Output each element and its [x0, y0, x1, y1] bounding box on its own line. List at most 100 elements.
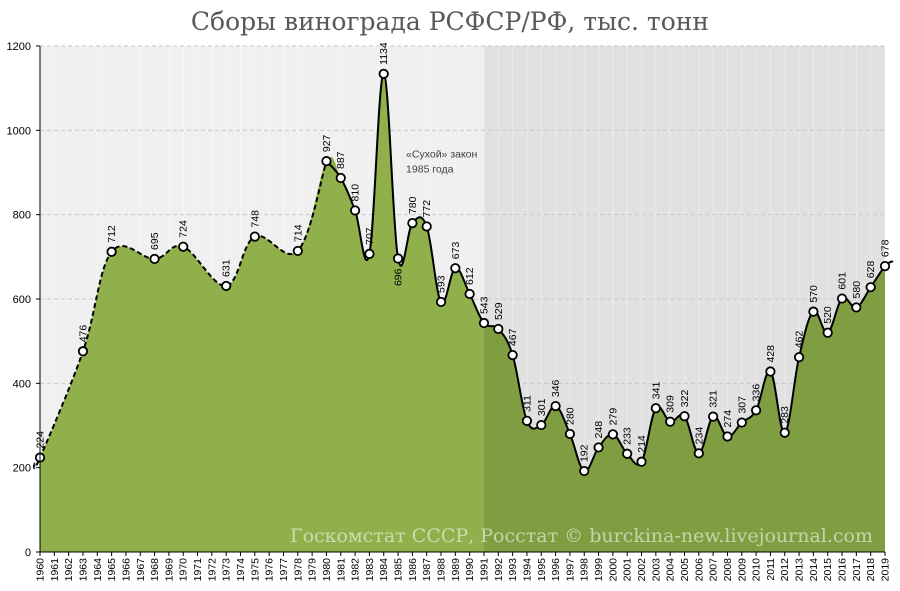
x-tick-label: 2016 — [837, 558, 849, 582]
data-label: 580 — [851, 281, 863, 299]
data-point — [536, 419, 547, 431]
x-tick-label: 1966 — [120, 558, 132, 582]
data-point — [292, 245, 303, 257]
data-label: 780 — [407, 196, 419, 214]
data-point — [879, 261, 891, 272]
data-label: 322 — [679, 390, 691, 408]
data-label: 234 — [693, 427, 705, 445]
data-label: 280 — [564, 407, 576, 425]
x-tick-label: 1992 — [493, 558, 505, 582]
x-tick-label: 1971 — [192, 558, 204, 582]
data-label: 248 — [593, 421, 605, 439]
x-tick-label: 1967 — [135, 558, 147, 582]
data-point — [335, 172, 346, 184]
x-tick-label: 1975 — [249, 558, 261, 582]
data-point — [665, 416, 676, 427]
x-tick-label: 2012 — [779, 558, 791, 582]
data-label: 462 — [794, 331, 806, 349]
x-tick-label: 1978 — [292, 558, 304, 582]
x-tick-label: 1999 — [593, 558, 605, 582]
data-point — [550, 401, 561, 412]
x-tick-label: 1969 — [163, 558, 175, 582]
x-tick-label: 1974 — [235, 558, 247, 582]
x-tick-label: 1986 — [407, 558, 419, 582]
x-tick-label: 1963 — [77, 558, 89, 582]
x-tick-label: 1973 — [221, 558, 233, 582]
data-point — [622, 448, 633, 459]
data-point — [521, 415, 533, 426]
data-label: 274 — [722, 410, 734, 428]
data-label: 714 — [292, 224, 304, 242]
data-label: 214 — [636, 435, 648, 453]
annotation-text: 1985 года — [406, 163, 454, 175]
x-tick-label: 2006 — [693, 558, 705, 582]
x-tick-label: 2013 — [794, 558, 806, 582]
annotation-text: «Сухой» закон — [406, 148, 477, 160]
data-label: 631 — [221, 259, 233, 277]
x-tick-label: 1990 — [464, 558, 476, 582]
x-tick-label: 2017 — [851, 558, 863, 582]
y-tick-label: 1000 — [7, 125, 31, 137]
data-point — [865, 282, 876, 293]
data-label: 593 — [436, 275, 448, 293]
data-label: 927 — [321, 134, 333, 152]
x-tick-label: 1960 — [35, 558, 47, 582]
data-label: 543 — [478, 296, 490, 314]
data-point — [722, 431, 733, 442]
data-point — [851, 302, 862, 313]
data-point — [392, 253, 404, 264]
data-point — [493, 323, 504, 335]
data-point — [808, 306, 819, 317]
x-tick-label: 2014 — [808, 558, 820, 582]
data-point — [178, 241, 189, 252]
data-point — [221, 280, 232, 292]
data-point — [149, 253, 160, 265]
data-point — [564, 428, 576, 440]
area-layer — [40, 73, 885, 552]
x-tick-label: 2011 — [765, 558, 777, 581]
data-label: 628 — [865, 261, 877, 279]
chart-title: Сборы винограда РСФСР/РФ, тыс. тонн — [191, 7, 709, 36]
data-point — [77, 346, 89, 357]
data-point — [650, 403, 661, 414]
data-label: 428 — [765, 345, 777, 363]
data-label: 283 — [779, 406, 791, 424]
data-point — [478, 317, 490, 329]
x-tick-label: 1985 — [393, 558, 405, 582]
data-label: 279 — [607, 408, 619, 426]
x-tick-label: 1982 — [350, 558, 362, 582]
data-point — [507, 349, 518, 361]
x-tick-label: 1968 — [149, 558, 161, 582]
x-tick-label: 1970 — [178, 558, 190, 582]
x-tick-label: 2007 — [708, 558, 720, 582]
x-tick-label: 1976 — [264, 558, 276, 582]
x-tick-label: 1972 — [206, 558, 218, 582]
data-label: 467 — [507, 328, 519, 346]
data-label: 696 — [393, 268, 405, 286]
x-tick-label: 2019 — [880, 558, 892, 582]
x-tick-label: 1962 — [63, 558, 75, 582]
data-point — [779, 427, 790, 438]
data-label-layer: 2244767126957246317487149278878107071134… — [35, 42, 892, 462]
y-tick-label: 200 — [13, 463, 31, 475]
annotation-layer: «Сухой» закон 1985 года — [406, 148, 477, 175]
x-tick-label: 2003 — [650, 558, 662, 582]
data-point — [693, 448, 704, 459]
data-point — [450, 263, 461, 274]
data-point — [765, 366, 776, 377]
data-label: 678 — [880, 239, 892, 257]
data-point — [679, 411, 690, 422]
x-tick-label: 1996 — [550, 558, 562, 582]
x-tick-label: 2002 — [636, 558, 648, 582]
data-label: 520 — [822, 306, 834, 324]
data-label: 233 — [622, 427, 634, 445]
data-label: 529 — [493, 302, 505, 320]
y-tick-label: 0 — [25, 547, 31, 559]
y-tick-label: 600 — [13, 294, 31, 306]
data-label: 570 — [808, 285, 820, 303]
x-tick-label: 2010 — [751, 558, 763, 582]
data-label: 309 — [665, 395, 677, 413]
data-point — [708, 411, 719, 422]
data-point — [464, 288, 475, 300]
